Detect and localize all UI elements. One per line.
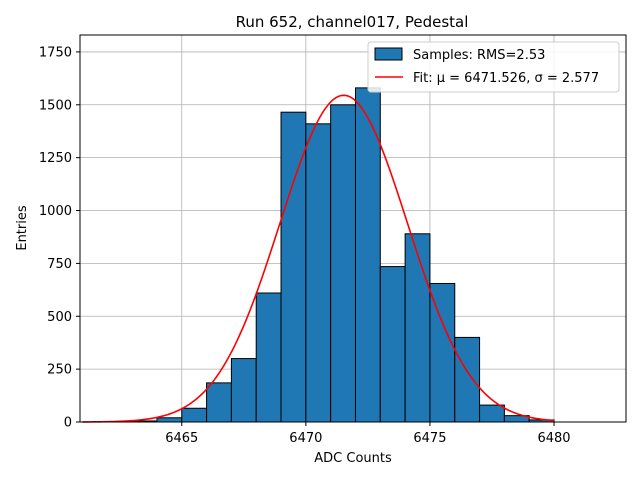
plot-area [79,34,627,423]
x-axis-label: ADC Counts [314,451,392,466]
x-tick-label: 6475 [413,431,446,446]
y-tick-label: 1500 [39,98,72,113]
fit-curve [82,94,555,423]
legend: Samples: RMS=2.53 Fit: μ = 6471.526, σ =… [367,41,620,93]
x-tick-label: 6480 [537,431,570,446]
legend-box [367,41,620,93]
histogram-bar [255,292,282,423]
x-axis: 6465 6470 6475 6480 [165,422,571,446]
histogram-bar [454,336,481,423]
y-tick-label: 1250 [39,151,72,166]
histogram-bars [131,87,555,423]
x-tick-label: 6470 [289,431,322,446]
y-tick-label: 750 [47,257,72,272]
y-tick-label: 250 [47,363,72,378]
x-tick-label: 6465 [165,431,198,446]
histogram-bar [330,104,356,423]
legend-swatch-samples [374,47,403,61]
histogram-bar [429,282,456,423]
histogram-bar [181,407,208,423]
histogram-bar [206,382,232,423]
chart-title: Run 652, channel017, Pedestal [236,13,469,31]
histogram-bar [156,417,183,423]
legend-label-fit: Fit: μ = 6471.526, σ = 2.577 [413,71,599,86]
histogram-bar [404,233,431,423]
legend-label-samples: Samples: RMS=2.53 [413,48,545,63]
y-tick-label: 1750 [39,45,72,60]
y-axis: 0 250 500 750 1000 1250 1500 1750 [39,45,80,431]
y-tick-label: 1000 [39,204,72,219]
y-tick-label: 500 [47,310,72,325]
y-axis-label: Entries [15,205,30,251]
histogram-bar [354,87,381,423]
histogram-bar [230,358,257,423]
y-tick-label: 0 [64,416,72,431]
plot-frame [79,34,627,423]
histogram-bar [305,123,332,423]
histogram-bar [479,404,505,423]
histogram-bar [379,266,406,423]
